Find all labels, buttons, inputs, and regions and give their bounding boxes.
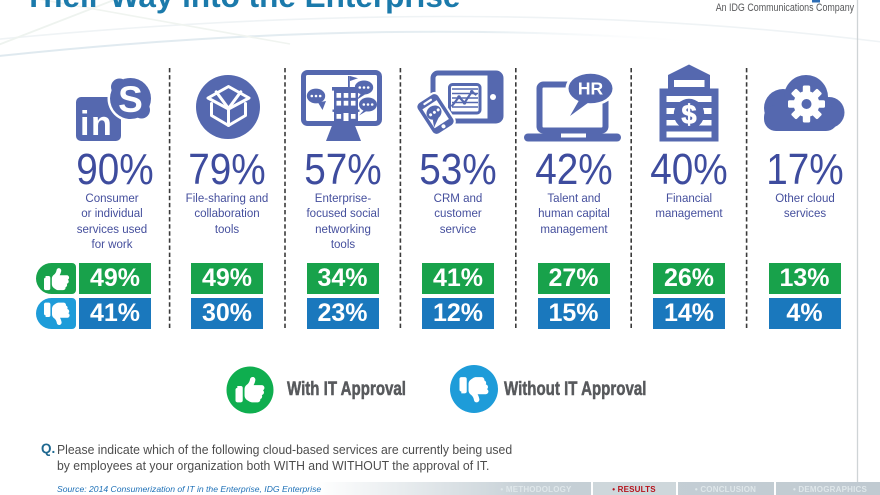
- svg-text:$: $: [681, 100, 696, 130]
- svg-text:S: S: [118, 79, 143, 120]
- svg-text:in: in: [80, 105, 113, 143]
- svg-text:HR: HR: [578, 79, 604, 99]
